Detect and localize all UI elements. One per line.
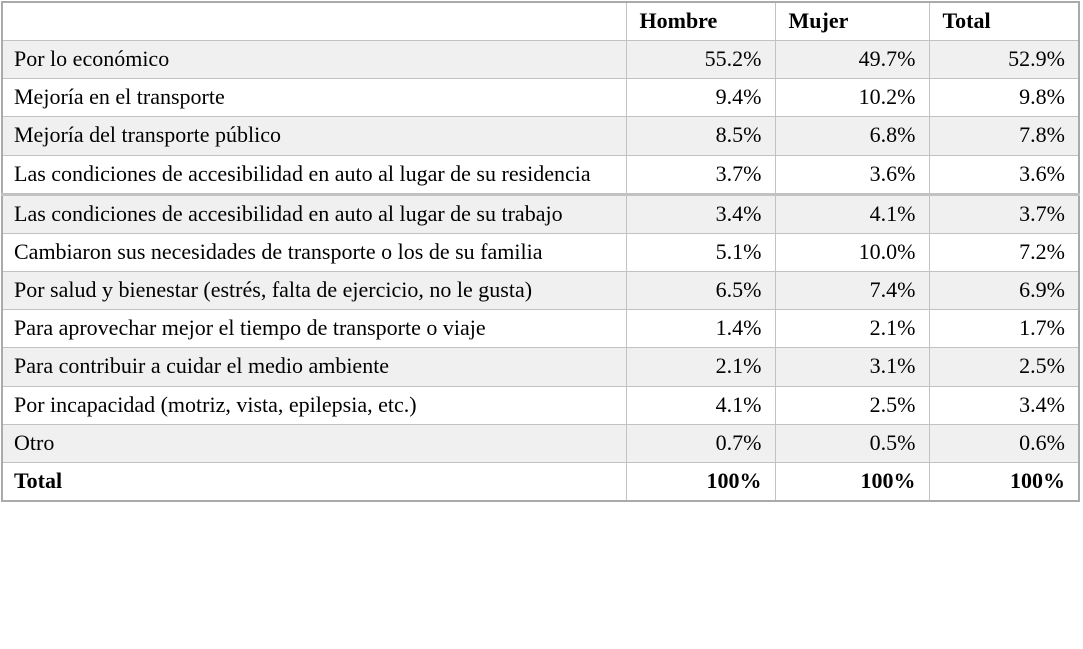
cell-value: 52.9% bbox=[928, 40, 1080, 80]
cell-value: 7.4% bbox=[774, 271, 930, 311]
cell-value: 9.8% bbox=[928, 78, 1080, 118]
cell-value: 7.2% bbox=[928, 232, 1080, 273]
cell-value: 9.4% bbox=[625, 78, 776, 118]
cell-value: 2.5% bbox=[774, 385, 930, 425]
row-label: Las condiciones de accesibilidad en auto… bbox=[1, 154, 627, 195]
row-label: Para contribuir a cuidar el medio ambien… bbox=[1, 347, 627, 387]
row-label: Mejoría en el transporte bbox=[1, 78, 627, 118]
header-row: Hombre Mujer Total bbox=[1, 1, 1080, 42]
table-row: Mejoría en el transporte 9.4% 10.2% 9.8% bbox=[1, 78, 1080, 118]
cell-value: 10.0% bbox=[774, 232, 930, 273]
header-cell-mujer: Mujer bbox=[774, 1, 930, 42]
cell-value: 2.5% bbox=[928, 347, 1080, 387]
table-row: Cambiaron sus necesidades de transporte … bbox=[1, 232, 1080, 273]
cell-value: 8.5% bbox=[625, 116, 776, 156]
table-row: Para aprovechar mejor el tiempo de trans… bbox=[1, 309, 1080, 349]
cell-value: 5.1% bbox=[625, 232, 776, 273]
row-label: Por salud y bienestar (estrés, falta de … bbox=[1, 271, 627, 311]
cell-value: 4.1% bbox=[774, 192, 930, 234]
survey-results-table: Hombre Mujer Total Por lo económico 55.2% 49… bbox=[1, 1, 1080, 503]
cell-value: 0.6% bbox=[928, 423, 1080, 463]
table-body: Por lo económico 55.2% 49.7% 52.9% Mejoría e… bbox=[1, 40, 1080, 502]
cell-value: 2.1% bbox=[625, 347, 776, 387]
table-row: Total 100% 100% 100% bbox=[1, 461, 1080, 502]
cell-value: 6.9% bbox=[928, 271, 1080, 311]
cell-value: 7.8% bbox=[928, 116, 1080, 156]
cell-value: 3.6% bbox=[774, 154, 930, 195]
table-row: Otro 0.7% 0.5% 0.6% bbox=[1, 423, 1080, 463]
cell-value: 49.7% bbox=[774, 40, 930, 80]
row-label: Por incapacidad (motriz, vista, epilepsi… bbox=[1, 385, 627, 425]
cell-value: 100% bbox=[774, 461, 930, 502]
row-label: Por lo económico bbox=[1, 40, 627, 80]
cell-value: 3.7% bbox=[625, 154, 776, 195]
table-row: Por incapacidad (motriz, vista, epilepsi… bbox=[1, 385, 1080, 425]
cell-value: 100% bbox=[625, 461, 776, 502]
cell-value: 10.2% bbox=[774, 78, 930, 118]
cell-value: 0.7% bbox=[625, 423, 776, 463]
row-label: Para aprovechar mejor el tiempo de trans… bbox=[1, 309, 627, 349]
cell-value: 1.4% bbox=[625, 309, 776, 349]
row-label: Total bbox=[1, 461, 627, 502]
row-label: Otro bbox=[1, 423, 627, 463]
cell-value: 4.1% bbox=[625, 385, 776, 425]
table-row: Las condiciones de accesibilidad en auto… bbox=[1, 192, 1080, 234]
table-row: Mejoría del transporte público 8.5% 6.8% 7.… bbox=[1, 116, 1080, 156]
cell-value: 55.2% bbox=[625, 40, 776, 80]
cell-value: 2.1% bbox=[774, 309, 930, 349]
row-label: Mejoría del transporte público bbox=[1, 116, 627, 156]
cell-value: 3.7% bbox=[928, 192, 1080, 234]
header-cell-hombre: Hombre bbox=[625, 1, 776, 42]
header-cell-total: Total bbox=[928, 1, 1080, 42]
table-row: Por salud y bienestar (estrés, falta de … bbox=[1, 271, 1080, 311]
table-row: Para contribuir a cuidar el medio ambien… bbox=[1, 347, 1080, 387]
table-row: Por lo económico 55.2% 49.7% 52.9% bbox=[1, 40, 1080, 80]
cell-value: 6.5% bbox=[625, 271, 776, 311]
cell-value: 6.8% bbox=[774, 116, 930, 156]
cell-value: 3.4% bbox=[625, 192, 776, 234]
row-label: Cambiaron sus necesidades de transporte … bbox=[1, 232, 627, 273]
cell-value: 0.5% bbox=[774, 423, 930, 463]
cell-value: 3.4% bbox=[928, 385, 1080, 425]
cell-value: 1.7% bbox=[928, 309, 1080, 349]
cell-value: 3.1% bbox=[774, 347, 930, 387]
table-row: Las condiciones de accesibilidad en auto… bbox=[1, 154, 1080, 195]
cell-value: 3.6% bbox=[928, 154, 1080, 195]
header-cell-empty bbox=[1, 1, 627, 42]
cell-value: 100% bbox=[928, 461, 1080, 502]
row-label: Las condiciones de accesibilidad en auto… bbox=[1, 192, 627, 234]
